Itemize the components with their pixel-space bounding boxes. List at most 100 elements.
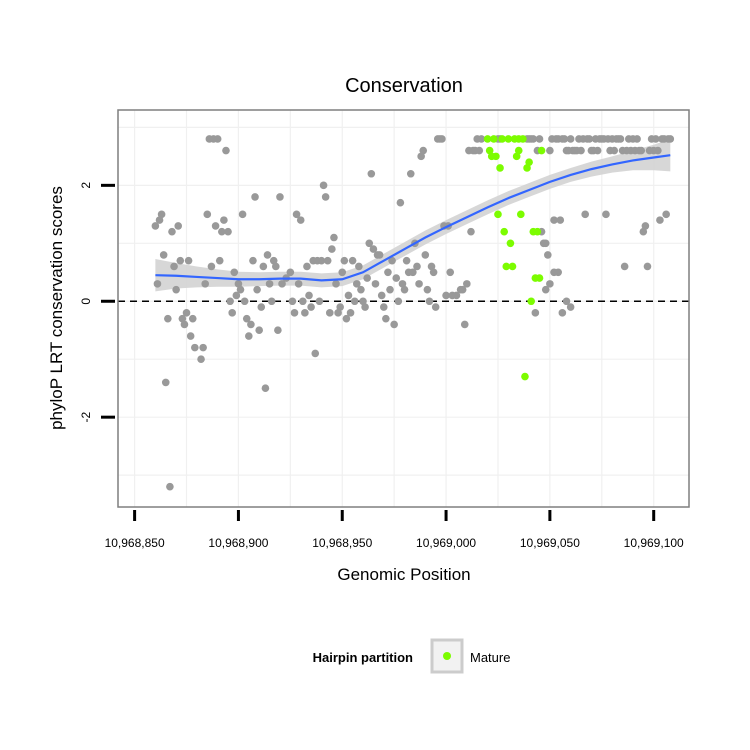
mature-point	[514, 146, 523, 155]
other-point	[176, 256, 185, 265]
other-point	[558, 309, 567, 317]
other-point	[188, 314, 197, 323]
other-point	[180, 320, 189, 329]
panel-border	[117, 109, 690, 508]
mature-point	[527, 297, 535, 306]
other-point	[643, 262, 652, 271]
other-point	[328, 245, 336, 253]
other-point	[639, 227, 648, 236]
other-point	[211, 222, 220, 230]
other-point	[475, 146, 484, 155]
other-point	[263, 251, 272, 259]
other-point	[379, 303, 388, 311]
y-axis-title: phyloP LRT conservation scores	[47, 186, 66, 430]
other-point	[232, 291, 241, 300]
other-point	[305, 291, 313, 300]
other-point	[616, 135, 625, 143]
mature-point	[519, 135, 527, 143]
other-point	[633, 135, 641, 143]
legend-mature-label: Mature	[470, 650, 510, 665]
legend-title: Hairpin partition	[313, 650, 413, 665]
x-tick-label: 10,969,050	[520, 536, 580, 550]
other-point	[477, 135, 486, 143]
other-point	[398, 280, 407, 288]
other-point	[550, 268, 558, 277]
other-point	[228, 309, 236, 317]
other-point	[215, 256, 224, 265]
other-point	[396, 198, 405, 207]
other-point	[409, 268, 417, 277]
other-point	[296, 216, 305, 224]
other-point	[315, 297, 324, 306]
other-point	[446, 268, 455, 277]
other-point	[182, 309, 191, 317]
other-point	[352, 280, 361, 288]
other-point	[369, 245, 378, 253]
other-point	[265, 280, 274, 288]
other-point	[230, 268, 239, 277]
other-point	[338, 268, 347, 277]
other-point	[276, 193, 284, 201]
other-point	[311, 349, 320, 358]
other-point	[577, 146, 585, 155]
other-point	[218, 227, 226, 236]
other-point	[155, 216, 164, 224]
other-point	[427, 262, 436, 271]
other-point	[298, 297, 307, 306]
other-point	[245, 332, 253, 340]
x-tick-label: 10,968,900	[208, 536, 268, 550]
other-point	[392, 274, 401, 282]
y-tick-label: 0	[79, 298, 93, 305]
other-point	[429, 268, 438, 277]
other-point	[388, 256, 396, 265]
other-point	[355, 262, 363, 271]
mature-point	[512, 152, 521, 161]
y-axis: -2 0 2	[79, 182, 115, 423]
other-point	[213, 135, 222, 143]
mature-point	[498, 135, 506, 143]
other-point	[274, 326, 282, 335]
mature-point	[490, 135, 498, 143]
other-point	[363, 274, 371, 282]
other-point	[413, 262, 421, 271]
other-point	[307, 303, 315, 311]
other-point	[301, 309, 309, 317]
other-point	[332, 280, 340, 288]
mature-point	[496, 164, 504, 172]
other-point	[348, 256, 357, 265]
other-point	[197, 355, 205, 364]
other-point	[375, 251, 384, 259]
other-point	[325, 309, 334, 317]
other-point	[191, 343, 199, 352]
mature-point	[523, 164, 531, 172]
other-point	[361, 303, 369, 311]
x-axis: 10,968,850 10,968,900 10,968,950 10,969,000…	[105, 510, 684, 550]
other-point	[581, 210, 589, 219]
other-point	[544, 251, 552, 259]
other-point	[153, 280, 162, 288]
other-point	[340, 256, 349, 265]
other-point	[421, 251, 430, 259]
other-point	[662, 210, 670, 219]
other-point	[610, 146, 619, 155]
other-point	[593, 146, 602, 155]
other-point	[342, 314, 351, 323]
other-point	[257, 303, 266, 311]
other-point	[321, 193, 330, 201]
other-points-layer	[151, 135, 675, 491]
other-point	[467, 227, 475, 236]
mature-point	[521, 372, 529, 381]
other-point	[359, 297, 367, 306]
other-point	[178, 314, 187, 323]
other-point	[529, 135, 538, 143]
other-point	[431, 303, 440, 311]
confidence-band-layer	[155, 138, 671, 292]
other-point	[531, 309, 540, 317]
other-point	[423, 285, 432, 294]
other-point	[602, 210, 610, 219]
other-point	[224, 227, 232, 236]
other-point	[199, 343, 207, 352]
other-point	[566, 303, 575, 311]
other-point	[172, 285, 180, 294]
